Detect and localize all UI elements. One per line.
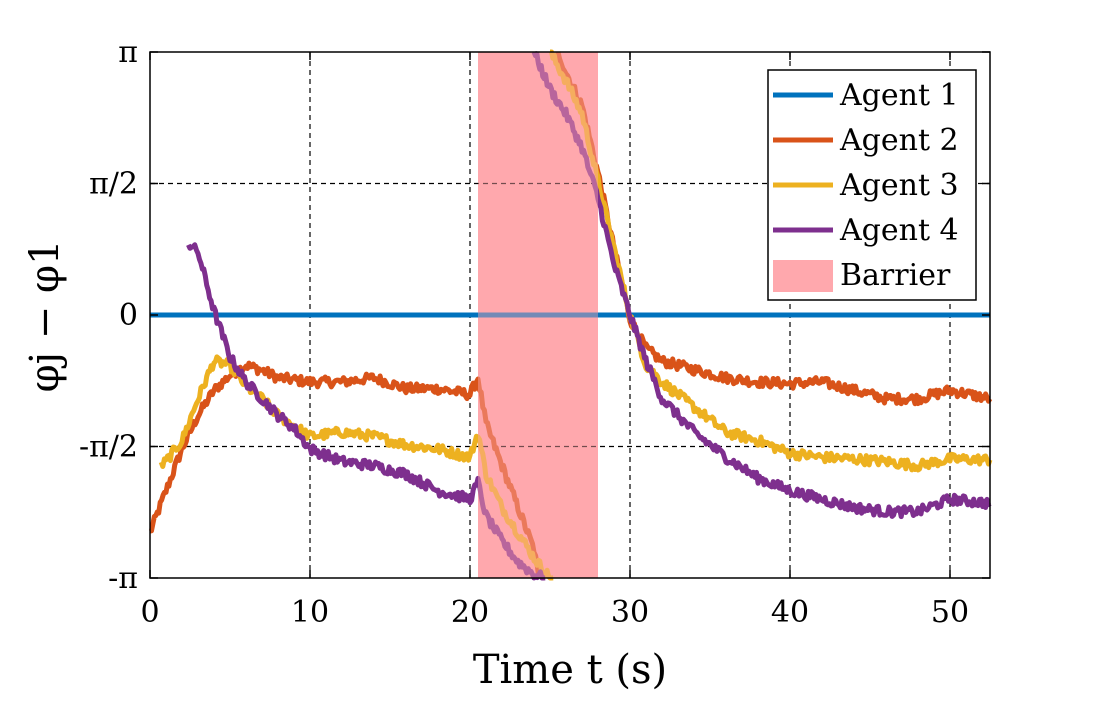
legend-label: Agent 3 xyxy=(839,168,959,203)
series-line xyxy=(186,242,547,581)
series-lines xyxy=(149,49,993,581)
y-tick-label: -π/2 xyxy=(79,430,138,465)
series-line xyxy=(531,51,992,520)
x-axis-title: Time t (s) xyxy=(473,647,667,693)
barrier-overlay-layer xyxy=(478,52,598,578)
x-tick-label: 30 xyxy=(611,595,649,630)
y-tick-label: π xyxy=(118,35,138,70)
y-axis-ticks: -π -π/2 0 π/2 π xyxy=(79,35,990,596)
legend-label-barrier: Barrier xyxy=(840,258,951,293)
legend-swatch-barrier xyxy=(773,260,833,292)
legend-entries: Agent 1 Agent 2 Agent 3 Agent 4 Barrier xyxy=(773,78,959,293)
series-line xyxy=(149,360,542,579)
y-tick-label: π/2 xyxy=(89,166,138,201)
x-tick-label: 0 xyxy=(140,595,159,630)
x-tick-label: 50 xyxy=(931,595,969,630)
series-agent-4 xyxy=(186,51,992,581)
legend-label: Agent 1 xyxy=(839,78,959,113)
x-axis-ticks: 0 10 20 30 40 50 xyxy=(140,52,969,630)
x-tick-label: 40 xyxy=(771,595,809,630)
series-line xyxy=(158,354,555,581)
barrier-region-overlay xyxy=(478,52,598,578)
y-tick-label: -π xyxy=(108,561,138,596)
y-tick-label: 0 xyxy=(119,298,138,333)
x-tick-label: 20 xyxy=(451,595,489,630)
y-axis-title: φj − φ1 xyxy=(22,240,68,393)
x-tick-label: 10 xyxy=(291,595,329,630)
legend: Agent 1 Agent 2 Agent 3 Agent 4 Barrier xyxy=(767,69,977,301)
legend-label: Agent 4 xyxy=(839,213,959,248)
legend-label: Agent 2 xyxy=(839,123,959,158)
